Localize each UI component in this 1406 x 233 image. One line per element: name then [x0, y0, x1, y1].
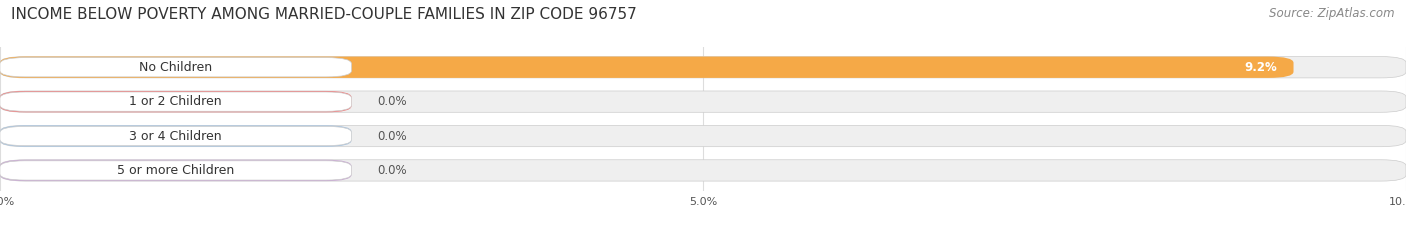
Text: 0.0%: 0.0%	[377, 130, 406, 143]
Text: Source: ZipAtlas.com: Source: ZipAtlas.com	[1270, 7, 1395, 20]
Text: 1 or 2 Children: 1 or 2 Children	[129, 95, 222, 108]
FancyBboxPatch shape	[0, 160, 352, 181]
FancyBboxPatch shape	[0, 58, 352, 77]
FancyBboxPatch shape	[0, 125, 352, 147]
FancyBboxPatch shape	[0, 126, 352, 146]
Text: 0.0%: 0.0%	[377, 164, 406, 177]
FancyBboxPatch shape	[0, 91, 352, 112]
Text: No Children: No Children	[139, 61, 212, 74]
FancyBboxPatch shape	[0, 57, 1406, 78]
Text: 3 or 4 Children: 3 or 4 Children	[129, 130, 222, 143]
Text: 9.2%: 9.2%	[1244, 61, 1277, 74]
Text: 0.0%: 0.0%	[377, 95, 406, 108]
FancyBboxPatch shape	[0, 57, 1294, 78]
Text: 5 or more Children: 5 or more Children	[117, 164, 235, 177]
FancyBboxPatch shape	[0, 91, 1406, 112]
FancyBboxPatch shape	[0, 160, 1406, 181]
FancyBboxPatch shape	[0, 125, 1406, 147]
FancyBboxPatch shape	[0, 92, 352, 111]
Text: INCOME BELOW POVERTY AMONG MARRIED-COUPLE FAMILIES IN ZIP CODE 96757: INCOME BELOW POVERTY AMONG MARRIED-COUPL…	[11, 7, 637, 22]
FancyBboxPatch shape	[0, 161, 352, 180]
